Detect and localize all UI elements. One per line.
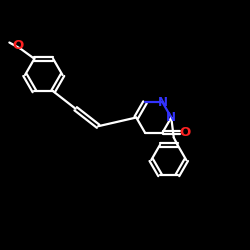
Text: O: O xyxy=(12,39,23,52)
Text: N: N xyxy=(166,111,176,124)
Text: N: N xyxy=(158,96,168,109)
Text: O: O xyxy=(179,126,190,139)
